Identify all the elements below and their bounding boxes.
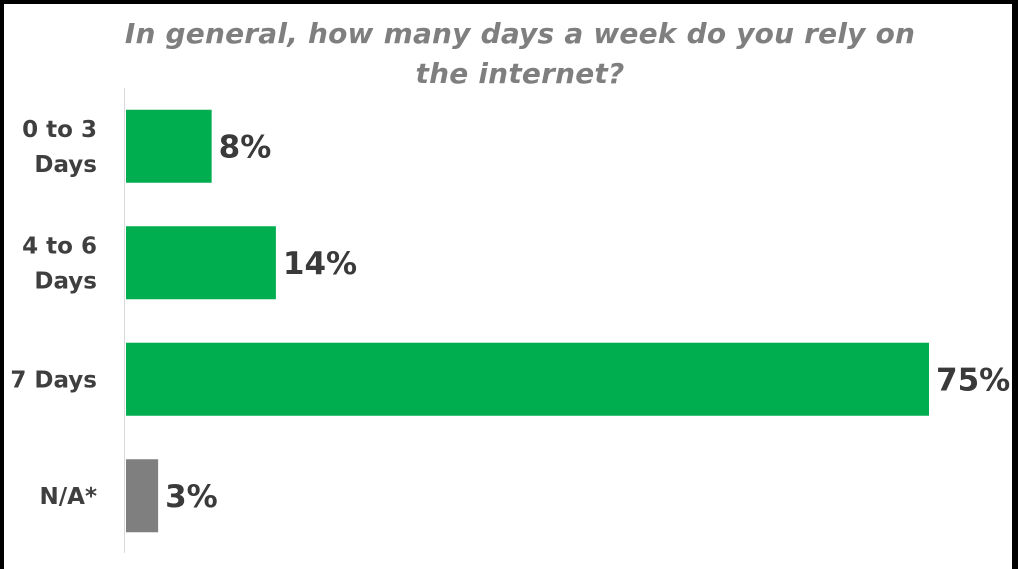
category-label-line: Days [34, 152, 97, 178]
data-label-4-to-6-days: 14% [283, 246, 357, 282]
bar-4-to-6-days [126, 226, 276, 300]
category-label-line: N/A* [40, 484, 97, 510]
category-label-line: 0 to 3 [22, 117, 97, 143]
data-label-n-a: 3% [165, 479, 218, 515]
category-label-n-a: N/A* [40, 484, 97, 510]
category-label-line: Days [34, 268, 97, 294]
category-label-7-days: 7 Days [10, 367, 97, 393]
bar-0-to-3-days [126, 109, 212, 183]
chart-title: In general, how many days a week do you … [124, 17, 916, 90]
data-label-7-days: 75% [936, 362, 1010, 398]
category-label-line: 7 Days [10, 367, 97, 393]
data-label-0-to-3-days: 8% [219, 129, 272, 165]
category-label-4-to-6-days: 4 to 6 Days [22, 233, 97, 294]
category-label-0-to-3-days: 0 to 3 Days [22, 117, 97, 178]
bar-7-days [126, 342, 929, 416]
category-label-line: 4 to 6 [22, 233, 97, 259]
bar-n-a [126, 459, 159, 533]
